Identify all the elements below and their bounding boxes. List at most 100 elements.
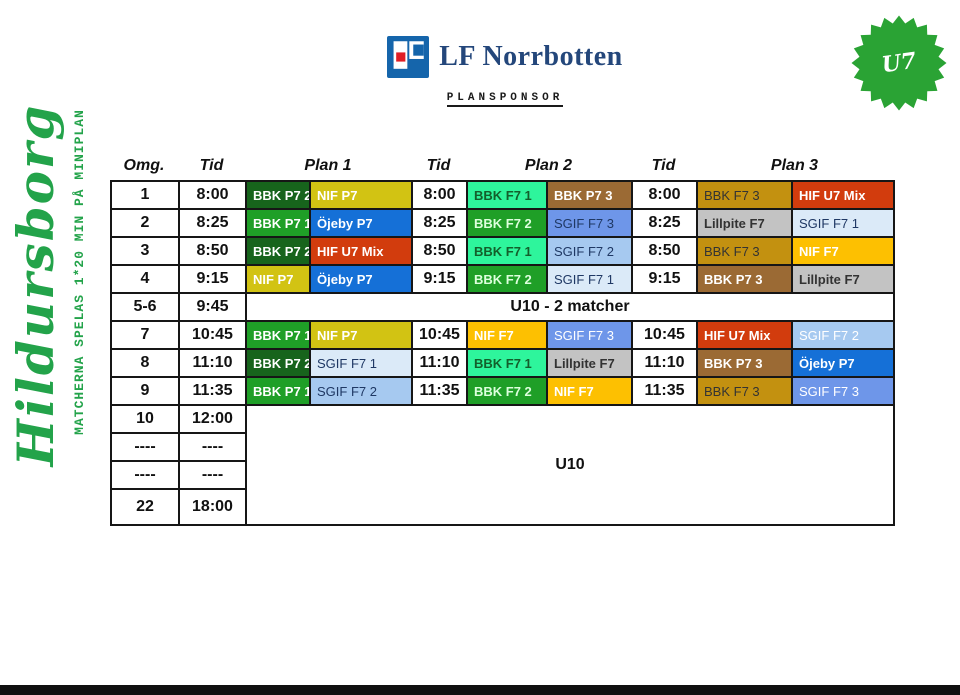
time-cell: 9:15 — [178, 264, 247, 294]
team-cell: NIF P7 — [245, 264, 311, 294]
u10-span-cell: U10 - 2 matcher — [245, 292, 895, 322]
table-row: 2 8:25 BBK P7 1 Öjeby P7 8:25 BBK F7 2 SGIF F7… — [110, 208, 895, 238]
team-cell: BBK F7 1 — [466, 236, 548, 266]
team-cell: SGIF F7 3 — [791, 376, 895, 406]
table-row: 10 12:00 U10 — [110, 404, 895, 526]
header-plan-3: Plan 3 — [770, 157, 819, 174]
table-row: 7 10:45 BBK P7 1 NIF P7 10:45 NIF F7 SGIF F7 3… — [110, 320, 895, 350]
table-row: 22 18:00 — [110, 488, 894, 526]
time-cell: 8:00 — [631, 180, 698, 210]
team-cell: BBK P7 1 — [245, 376, 311, 406]
round-cell: 5-6 — [110, 292, 180, 322]
team-cell: BBK P7 1 — [245, 208, 311, 238]
table-row: ---- ---- — [110, 460, 894, 490]
team-cell: Lillpite F7 — [791, 264, 895, 294]
team-cell: BBK F7 3 — [696, 236, 793, 266]
round-cell: 22 — [110, 488, 180, 526]
round-cell: 7 — [110, 320, 180, 350]
header-time-1: Tid — [199, 157, 224, 174]
venue-note-vertical: MATCHERNA SPELAS 1*20 MIN PÅ MINIPLAN — [72, 109, 87, 435]
team-cell: BBK F7 2 — [466, 208, 548, 238]
team-cell: BBK F7 2 — [466, 376, 548, 406]
time-cell: 8:00 — [178, 180, 247, 210]
time-cell: 8:25 — [411, 208, 468, 238]
sponsor-header: LF Norrbotten PLANSPONSOR — [330, 36, 680, 107]
time-cell: 9:45 — [178, 292, 247, 322]
team-cell: BBK P7 3 — [546, 180, 633, 210]
team-cell: SGIF F7 2 — [546, 236, 633, 266]
round-cell: 1 — [110, 180, 180, 210]
team-cell: SGIF F7 1 — [309, 348, 413, 378]
team-cell: SGIF F7 1 — [546, 264, 633, 294]
time-cell: 18:00 — [178, 488, 247, 526]
team-cell: HIF U7 Mix — [791, 180, 895, 210]
time-cell: 8:00 — [411, 180, 468, 210]
time-cell: ---- — [178, 460, 247, 490]
time-cell: 8:25 — [178, 208, 247, 238]
time-cell: 10:45 — [411, 320, 468, 350]
round-cell: 4 — [110, 264, 180, 294]
team-cell: BBK P7 3 — [696, 264, 793, 294]
venue-name-vertical: Hildursborg — [6, 103, 65, 467]
time-cell: 8:50 — [631, 236, 698, 266]
team-cell: Öjeby P7 — [309, 264, 413, 294]
team-cell: SGIF F7 2 — [791, 320, 895, 350]
team-cell: NIF F7 — [466, 320, 548, 350]
team-cell: BBK F7 1 — [466, 180, 548, 210]
time-cell: 9:15 — [631, 264, 698, 294]
bottom-bar — [0, 685, 960, 695]
time-cell: 11:10 — [178, 348, 247, 378]
round-cell: 10 — [110, 404, 180, 434]
team-cell: BBK P7 1 — [245, 320, 311, 350]
time-cell: 11:35 — [178, 376, 247, 406]
header-time-3: Tid — [651, 157, 676, 174]
round-cell: 8 — [110, 348, 180, 378]
time-cell: 11:10 — [411, 348, 468, 378]
team-cell: Öjeby P7 — [309, 208, 413, 238]
team-cell: NIF F7 — [791, 236, 895, 266]
round-cell: 3 — [110, 236, 180, 266]
time-cell: 11:35 — [411, 376, 468, 406]
time-cell: 11:35 — [631, 376, 698, 406]
team-cell: SGIF F7 1 — [791, 208, 895, 238]
team-cell: BBK P7 2 — [245, 236, 311, 266]
u7-badge: U7 — [849, 13, 949, 113]
u10-block-cell: U10 — [245, 404, 895, 526]
team-cell: Lillpite F7 — [546, 348, 633, 378]
time-cell: 8:50 — [178, 236, 247, 266]
header-round: Omg. — [123, 157, 165, 174]
time-cell: 12:00 — [178, 404, 247, 434]
time-cell: 10:45 — [178, 320, 247, 350]
team-cell: NIF P7 — [309, 320, 413, 350]
badge-label: U7 — [880, 47, 918, 79]
team-cell: BBK F7 1 — [466, 348, 548, 378]
team-cell: BBK P7 2 — [245, 180, 311, 210]
round-cell: ---- — [110, 460, 180, 490]
team-cell: Lillpite F7 — [696, 208, 793, 238]
team-cell: HIF U7 Mix — [309, 236, 413, 266]
table-row: ---- ---- — [110, 432, 894, 462]
team-cell: NIF P7 — [309, 180, 413, 210]
sponsor-role-label: PLANSPONSOR — [446, 92, 564, 107]
lf-logo-icon — [387, 36, 430, 78]
team-cell: BBK F7 2 — [466, 264, 548, 294]
team-cell: BBK P7 2 — [245, 348, 311, 378]
team-cell: NIF F7 — [546, 376, 633, 406]
team-cell: SGIF F7 2 — [309, 376, 413, 406]
team-cell: BBK F7 3 — [696, 376, 793, 406]
round-cell: ---- — [110, 432, 180, 462]
sponsor-name: LF Norrbotten — [439, 41, 623, 72]
team-cell: SGIF F7 3 — [546, 208, 633, 238]
schedule-header-row: Omg. Tid Plan 1 Tid Plan 2 Tid Plan 3 — [110, 152, 897, 180]
round-cell: 2 — [110, 208, 180, 238]
team-cell: Öjeby P7 — [791, 348, 895, 378]
time-cell: 9:15 — [411, 264, 468, 294]
time-cell: 11:10 — [631, 348, 698, 378]
time-cell: ---- — [178, 432, 247, 462]
table-row: 8 11:10 BBK P7 2 SGIF F7 1 11:10 BBK F7 1 Lill… — [110, 348, 895, 378]
team-cell: SGIF F7 3 — [546, 320, 633, 350]
time-cell: 8:50 — [411, 236, 468, 266]
round-cell: 9 — [110, 376, 180, 406]
